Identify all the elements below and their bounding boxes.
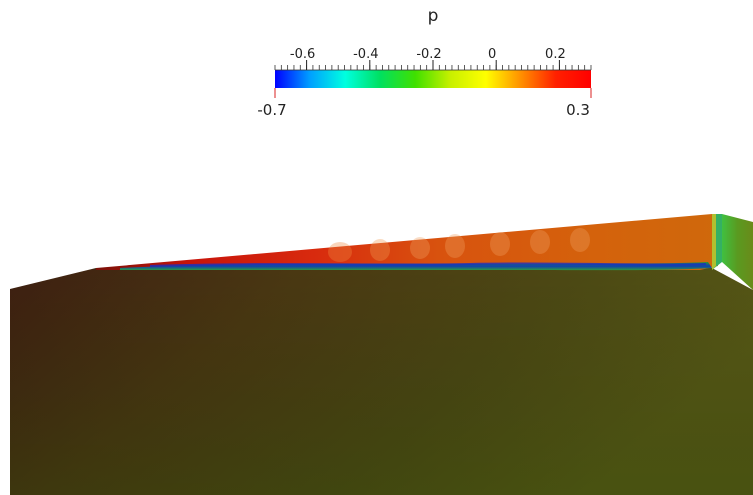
colorbar-graphic: -0.6 -0.4 -0.2 0 0.2 -0.7 0.3	[257, 47, 592, 119]
colorbar-tick-label: -0.2	[416, 47, 441, 62]
colorbar-legend: p -0.6 -0.4 -0.2 0 0.2 -0.7 0.3	[0, 0, 753, 140]
colorbar-min-label: -0.7	[257, 101, 286, 119]
colorbar-tick-label: 0	[488, 47, 496, 62]
colorbar-title: p	[427, 6, 439, 26]
colorbar-gradient	[275, 70, 591, 88]
pressure-strip	[96, 214, 718, 270]
colorbar-max-label: 0.3	[566, 101, 590, 119]
colorbar-major-ticks: -0.6 -0.4 -0.2 0 0.2	[290, 47, 566, 70]
colorbar-tick-label: 0.2	[545, 47, 566, 62]
colorbar-tick-label: -0.4	[353, 47, 378, 62]
colorbar-tick-label: -0.6	[290, 47, 315, 62]
